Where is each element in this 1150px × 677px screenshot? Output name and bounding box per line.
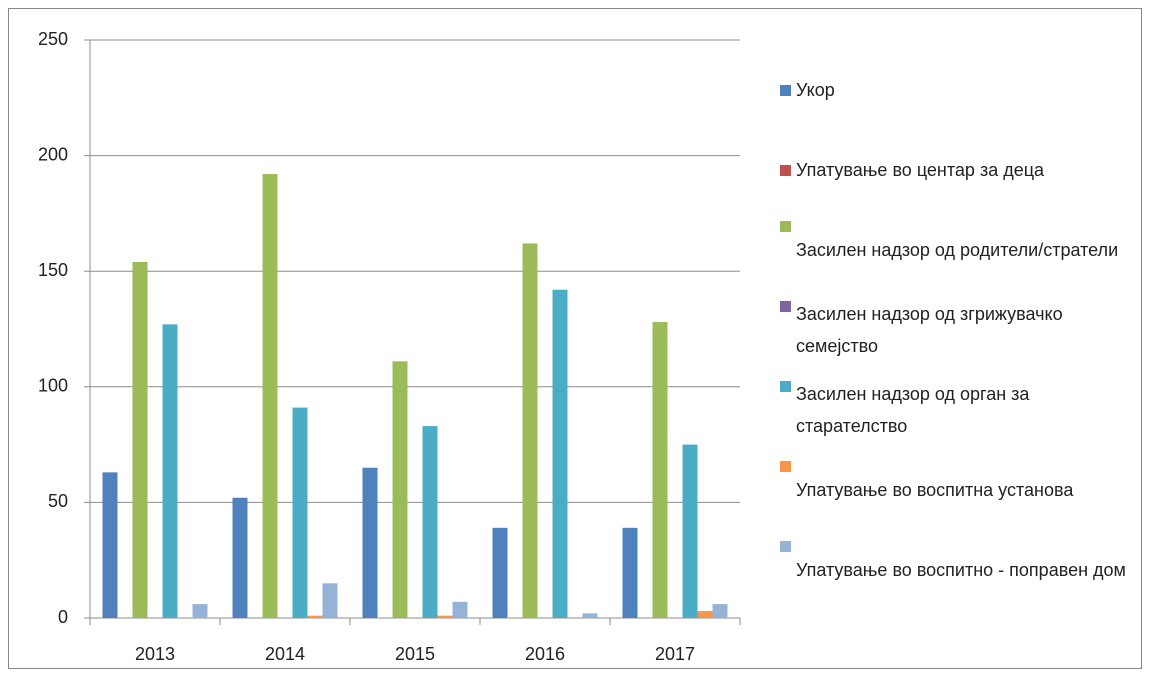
legend-swatch xyxy=(780,301,791,312)
legend: Укор Упатување во центар за деца Засилен н… xyxy=(780,50,1140,610)
x-tick-label: 2014 xyxy=(265,644,305,664)
bar xyxy=(322,583,338,618)
bar xyxy=(362,467,378,618)
legend-item: Упатување во воспитно - поправен дом xyxy=(780,530,1140,610)
bar xyxy=(292,407,308,618)
bar xyxy=(697,611,713,618)
x-tick-label: 2017 xyxy=(655,644,695,664)
x-tick-label: 2013 xyxy=(135,644,175,664)
x-tick-label: 2015 xyxy=(395,644,435,664)
legend-label: Упатување во воспитна установа xyxy=(796,480,1074,500)
y-tick-label: 250 xyxy=(38,29,68,49)
bar xyxy=(132,261,148,618)
y-tick-label: 100 xyxy=(38,376,68,396)
bar xyxy=(262,174,278,618)
legend-label: Засилен надзор од згрижувачко семејство xyxy=(796,304,1063,356)
bar xyxy=(102,472,118,618)
legend-swatch xyxy=(780,461,791,472)
bar xyxy=(452,601,468,618)
legend-swatch xyxy=(780,221,791,232)
bar xyxy=(392,361,408,618)
bar xyxy=(192,604,208,618)
bar xyxy=(307,615,323,618)
legend-label: Засилен надзор од родители/стратели xyxy=(796,240,1119,260)
legend-item: Упатување во воспитна установа xyxy=(780,450,1140,530)
y-tick-label: 150 xyxy=(38,260,68,280)
legend-item: Упатување во центар за деца xyxy=(780,130,1140,210)
legend-swatch xyxy=(780,541,791,552)
bar xyxy=(712,604,728,618)
chart-border xyxy=(8,8,1142,669)
bar xyxy=(162,324,178,618)
legend-item: Засилен надзор од орган за старателство xyxy=(780,370,1140,450)
legend-swatch xyxy=(780,381,791,392)
legend-label: Укор xyxy=(796,80,835,100)
bar xyxy=(552,289,568,618)
bar xyxy=(682,444,698,618)
bar xyxy=(437,615,453,618)
bar xyxy=(422,426,438,618)
bar xyxy=(622,527,638,618)
bar xyxy=(582,613,598,618)
legend-label: Засилен надзор од орган за старателство xyxy=(796,384,1030,436)
bar xyxy=(232,497,248,618)
y-tick-label: 0 xyxy=(58,607,68,627)
legend-label: Упатување во центар за деца xyxy=(796,160,1045,180)
legend-item: Засилен надзор од згрижувачко семејство xyxy=(780,290,1140,370)
legend-item: Укор xyxy=(780,50,1140,130)
legend-swatch xyxy=(780,84,791,96)
bar xyxy=(492,527,508,618)
x-tick-label: 2016 xyxy=(525,644,565,664)
legend-swatch xyxy=(780,164,791,176)
y-tick-label: 50 xyxy=(48,491,68,511)
bar xyxy=(652,322,668,618)
bar xyxy=(522,243,538,618)
legend-label: Упатување во воспитно - поправен дом xyxy=(796,560,1126,580)
legend-item: Засилен надзор од родители/стратели xyxy=(780,210,1140,290)
y-tick-label: 200 xyxy=(38,144,68,164)
